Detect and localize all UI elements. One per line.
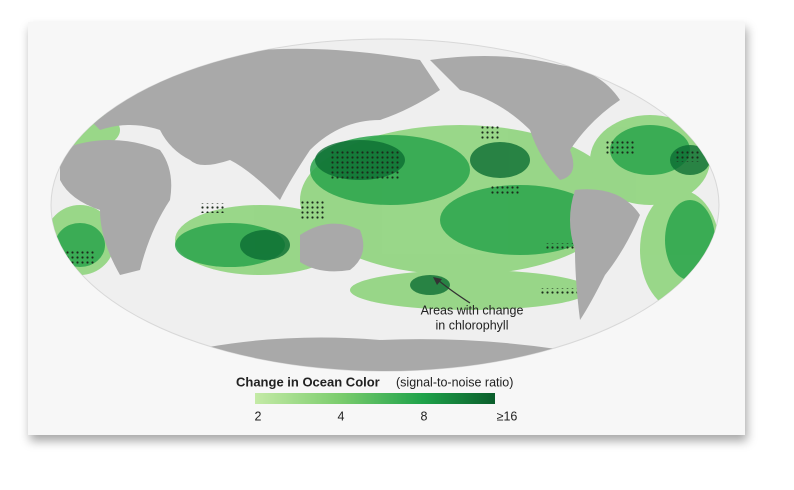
color-bar	[255, 393, 495, 404]
legend-tick-label: ≥16	[497, 409, 518, 423]
legend-tick-label: 2	[255, 409, 262, 423]
legend-tick-label: 8	[421, 409, 428, 423]
annotation-text: in chlorophyll	[436, 318, 509, 332]
legend-ticks: 2 4 8 ≥16	[255, 409, 518, 423]
legend-tick-label: 4	[338, 409, 345, 423]
legend-title: Change in Ocean Color	[236, 374, 380, 389]
legend-subtitle: (signal-to-noise ratio)	[396, 375, 513, 389]
annotation-arrow	[437, 279, 471, 304]
annotation-text: Areas with change	[421, 303, 524, 317]
annotation-arrowhead	[433, 277, 442, 285]
